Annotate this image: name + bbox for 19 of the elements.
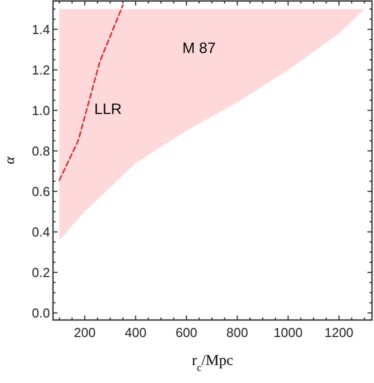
y-tick-label: 1.4: [32, 22, 50, 37]
x-tick-label: 800: [226, 325, 248, 340]
annotation: M 87: [182, 40, 216, 57]
x-tick-label: 200: [74, 325, 96, 340]
x-tick-label: 400: [124, 325, 146, 340]
x-axis-title: r$_{c}$/Mpc: [192, 353, 234, 374]
x-tick-label: 1000: [274, 325, 303, 340]
y-tick-label: 1.2: [32, 62, 50, 78]
x-tick-label: 600: [176, 325, 198, 340]
annotation: LLR: [94, 100, 122, 118]
y-tick-label: 1.0: [32, 102, 50, 118]
y-tick-label: 0.0: [32, 305, 50, 320]
x-tick-label: 1200: [324, 325, 354, 340]
y-axis-title: α: [3, 156, 18, 164]
y-tick-label: 0.8: [32, 143, 50, 158]
y-tick-label: 0.4: [32, 224, 50, 240]
line-series: [58, 4, 124, 181]
y-tick-label: 0.6: [32, 184, 50, 199]
y-tick-label: 0.2: [32, 264, 50, 280]
